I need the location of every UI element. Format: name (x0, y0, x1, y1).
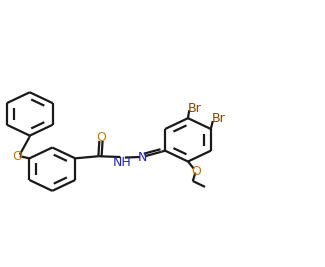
Text: N: N (137, 151, 147, 163)
Text: NH: NH (112, 156, 131, 169)
Text: Br: Br (212, 112, 226, 125)
Text: O: O (12, 150, 22, 163)
Text: O: O (191, 165, 201, 178)
Text: Br: Br (188, 102, 202, 115)
Text: O: O (96, 131, 106, 144)
